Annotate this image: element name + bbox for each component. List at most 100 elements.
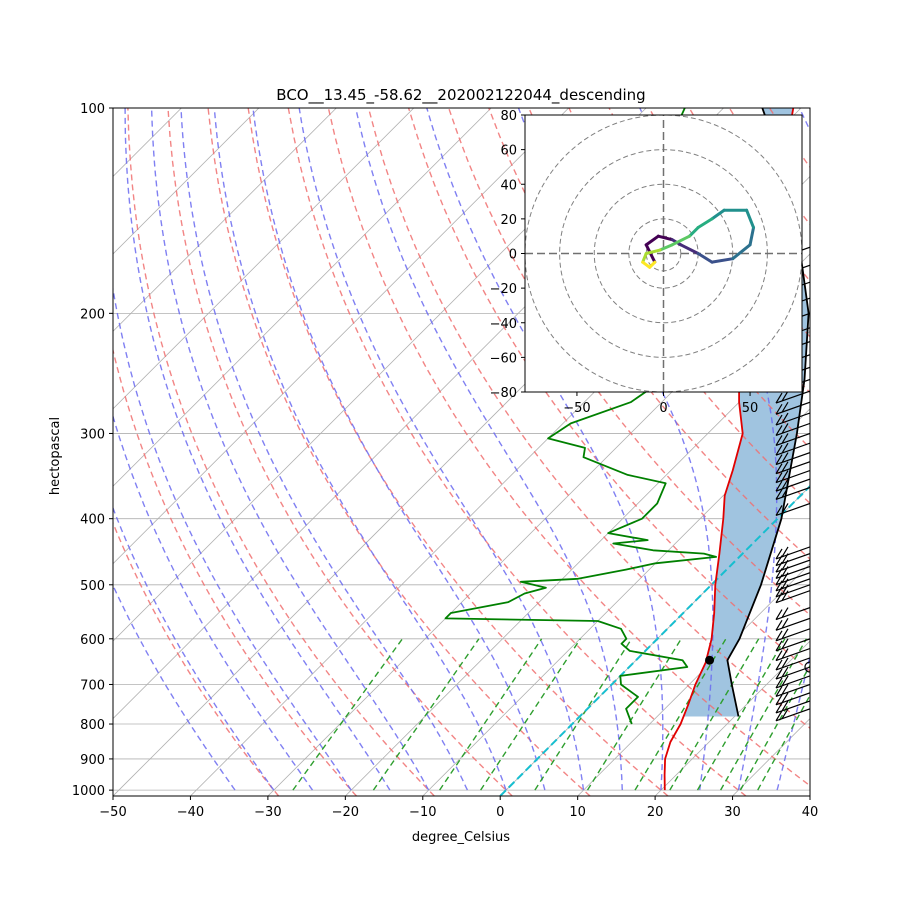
y-tick-label: 600 <box>80 633 105 648</box>
hodograph-y-tick-label: 80 <box>500 109 517 124</box>
y-axis-label: hectopascal <box>48 417 63 495</box>
isotherm-gridline <box>577 563 810 796</box>
y-tick-label: 100 <box>80 102 105 117</box>
hodograph-y-tick-label: −60 <box>490 351 517 366</box>
x-axis-label: degree_Celsius <box>412 830 510 845</box>
hodograph-y-tick-label: −20 <box>490 282 517 297</box>
wind-barb <box>775 647 810 662</box>
wind-barb <box>775 617 810 631</box>
moist-adiabat <box>113 285 352 791</box>
wind-barb <box>775 422 810 436</box>
hodograph-trace-segment <box>648 260 657 269</box>
moist-adiabat <box>252 108 546 791</box>
wind-barb <box>775 590 810 604</box>
isotherm-gridline <box>113 108 492 487</box>
calm-wind-marker <box>804 661 810 673</box>
wind-barb <box>775 502 810 517</box>
mixing-ratio-line <box>292 638 403 791</box>
hodograph-trace-segment <box>710 257 735 264</box>
wind-barb <box>775 432 810 447</box>
hodograph-x-tick-label: 0 <box>659 401 667 416</box>
x-tick-label: 10 <box>569 805 586 820</box>
wind-barb <box>775 442 810 456</box>
wind-barb <box>775 578 810 592</box>
isotherm-gridline <box>113 108 337 332</box>
mixing-ratio-line <box>439 638 543 791</box>
wind-barb <box>775 461 810 475</box>
dry-adiabat <box>367 108 810 730</box>
y-tick-label: 500 <box>80 579 105 594</box>
wind-barb <box>775 452 810 466</box>
wind-barb <box>775 390 810 404</box>
dry-adiabat <box>167 108 513 796</box>
hodograph-trace-segment <box>696 252 714 264</box>
hodograph-trace-segment <box>670 234 691 247</box>
wind-barb <box>775 683 810 698</box>
moist-adiabat <box>180 108 469 791</box>
hodograph-x-tick-label: 50 <box>742 401 759 416</box>
lcl-marker <box>705 655 715 665</box>
hodograph-y-tick-label: 20 <box>500 213 517 228</box>
hodograph-trace-segment <box>696 217 714 230</box>
isotherm-gridline <box>113 108 569 565</box>
hodograph-axes: −80 −60 −40 −20 0 20 40 60 80 −50 0 50 <box>490 109 759 416</box>
x-tick-label: −10 <box>409 805 436 820</box>
hodograph-trace-segment <box>710 208 726 221</box>
hodograph-trace-segment <box>641 252 648 264</box>
x-tick-label: −30 <box>254 805 281 820</box>
hodograph-y-tick-label: −80 <box>490 386 517 401</box>
y-tick-label: 900 <box>80 753 105 768</box>
hodograph-y-tick-label: −40 <box>490 317 517 332</box>
moist-adiabat <box>816 108 900 790</box>
wind-barb <box>775 572 810 586</box>
y-tick-label: 700 <box>80 678 105 693</box>
moist-adiabat <box>213 108 507 791</box>
isotherm-gridline <box>809 795 810 796</box>
mixing-ratio-line <box>372 638 480 791</box>
y-tick-label: 400 <box>80 513 105 528</box>
wind-barb <box>775 675 810 689</box>
wind-barbs <box>775 246 810 722</box>
hodograph-trace-segment <box>644 248 662 255</box>
x-tick-label: 20 <box>647 805 664 820</box>
wind-barb <box>775 666 810 680</box>
dry-adiabat <box>113 347 358 796</box>
mixing-ratio-line <box>696 638 786 791</box>
wind-barb <box>775 412 810 426</box>
x-tick-label: −40 <box>177 805 204 820</box>
moist-adiabat <box>124 108 391 791</box>
moist-adiabat <box>113 506 275 791</box>
wind-barb <box>775 401 810 415</box>
x-tick-label: 0 <box>496 805 504 820</box>
dry-adiabat <box>327 108 810 787</box>
y-axis: 100 200 300 400 500 600 700 800 900 1000 <box>72 102 113 799</box>
plot-frame <box>112 107 811 797</box>
wind-barb <box>775 486 810 501</box>
isotherm-gridline <box>113 108 260 255</box>
hodograph-trace-segment <box>679 243 700 255</box>
y-tick-label: 200 <box>80 307 105 322</box>
dry-adiabat <box>809 108 810 110</box>
wind-barb <box>775 638 810 652</box>
isotherm-gridline <box>654 640 810 796</box>
moist-adiabat <box>113 413 314 791</box>
hodograph-trace-segment <box>644 234 660 247</box>
wind-barb <box>775 607 810 621</box>
freezing-isotherm <box>499 484 810 796</box>
hodograph-inset: −80 −60 −40 −20 0 20 40 60 80 −50 0 50 <box>490 109 803 416</box>
hodograph-trace-segment <box>731 243 752 261</box>
chart-title: BCO__13.45_-58.62__202002122044_descendi… <box>276 86 645 105</box>
moist-adiabat <box>150 108 430 791</box>
hodograph-y-tick-label: 0 <box>509 248 517 263</box>
hodograph-trace-segment <box>687 226 700 238</box>
mixing-ratio-line <box>480 638 581 791</box>
dry-adiabat <box>127 108 435 796</box>
hodograph-trace-segment <box>745 208 756 230</box>
wind-barb <box>775 565 810 580</box>
dry-adiabat <box>890 108 900 796</box>
y-tick-label: 1000 <box>72 784 105 799</box>
x-tick-label: 40 <box>802 805 819 820</box>
dry-adiabat <box>207 108 591 796</box>
dry-adiabat <box>287 108 747 796</box>
